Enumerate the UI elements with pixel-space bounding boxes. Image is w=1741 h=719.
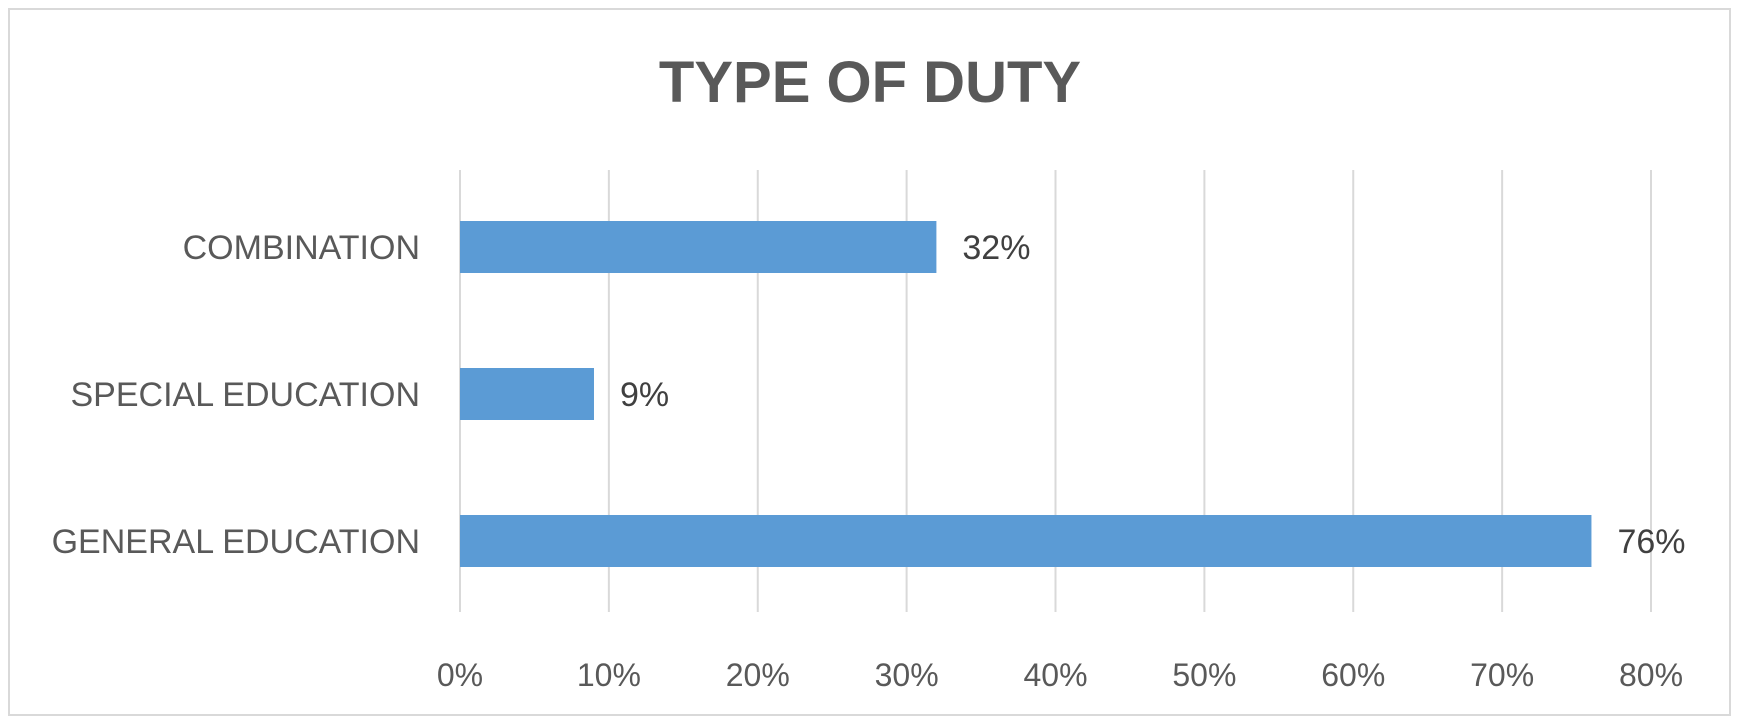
category-label: SPECIAL EDUCATION bbox=[70, 376, 420, 414]
chart-title: TYPE OF DUTY bbox=[659, 50, 1081, 115]
x-tick-labels: 0% 10% 20% 30% 40% 50% 60% 70% 80% bbox=[437, 657, 1683, 693]
bar-combination bbox=[460, 221, 937, 273]
bar-general-education bbox=[460, 515, 1592, 567]
category-labels: COMBINATION SPECIAL EDUCATION GENERAL EDUC… bbox=[52, 229, 420, 561]
bar-special-education bbox=[460, 368, 594, 420]
chart-frame bbox=[8, 8, 1731, 716]
data-label: 32% bbox=[962, 229, 1030, 267]
x-tick-label: 40% bbox=[1023, 657, 1087, 693]
x-tick-label: 70% bbox=[1470, 657, 1534, 693]
x-tick-label: 60% bbox=[1321, 657, 1385, 693]
data-label: 9% bbox=[620, 376, 669, 414]
x-tick-label: 20% bbox=[726, 657, 790, 693]
x-tick-label: 30% bbox=[875, 657, 939, 693]
bars bbox=[460, 221, 1592, 567]
data-label: 76% bbox=[1617, 523, 1685, 561]
x-tick-label: 0% bbox=[437, 657, 483, 693]
x-tick-label: 80% bbox=[1619, 657, 1683, 693]
x-tick-label: 10% bbox=[577, 657, 641, 693]
x-tick-label: 50% bbox=[1172, 657, 1236, 693]
category-label: GENERAL EDUCATION bbox=[52, 523, 420, 561]
category-label: COMBINATION bbox=[183, 229, 420, 267]
data-labels: 32% 9% 76% bbox=[620, 229, 1686, 561]
